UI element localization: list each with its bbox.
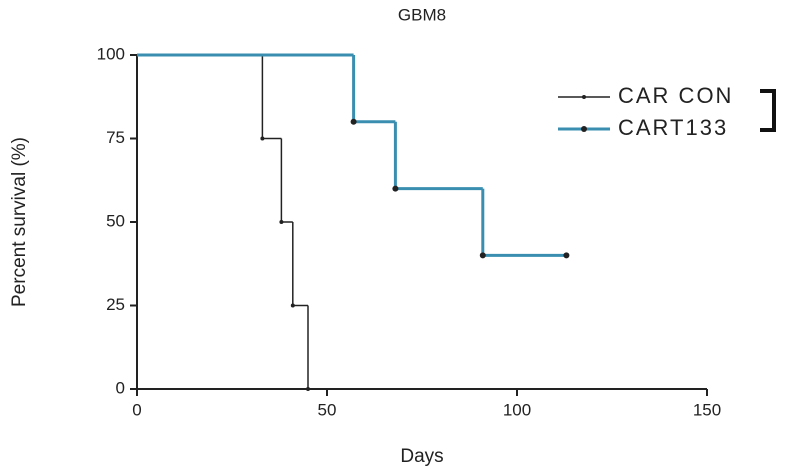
- x-tick-label: 150: [693, 400, 721, 419]
- x-tick-label: 100: [503, 400, 531, 419]
- legend-label: CAR CON: [618, 83, 733, 108]
- point: [392, 185, 399, 192]
- significance-bracket: [760, 89, 776, 132]
- point: [350, 118, 357, 125]
- x-tick-label: 50: [318, 400, 337, 419]
- point: [260, 136, 265, 141]
- point: [563, 252, 570, 259]
- point: [479, 252, 486, 259]
- y-tick-label: 25: [106, 295, 125, 314]
- point: [279, 220, 284, 224]
- chart-title: GBM8: [398, 5, 446, 24]
- x-tick-label: 0: [132, 400, 141, 419]
- legend-label: CART133: [618, 115, 728, 140]
- y-tick-label: 50: [106, 211, 125, 230]
- point: [290, 303, 295, 308]
- x-axis-label: Days: [400, 446, 443, 467]
- y-axis-label: Percent survival (%): [9, 137, 30, 307]
- legend-point: [581, 126, 587, 132]
- y-tick-label: 100: [97, 44, 125, 63]
- y-tick-label: 75: [106, 128, 125, 147]
- y-tick-label: 0: [116, 378, 125, 397]
- point: [306, 387, 310, 391]
- legend-point: [582, 95, 586, 99]
